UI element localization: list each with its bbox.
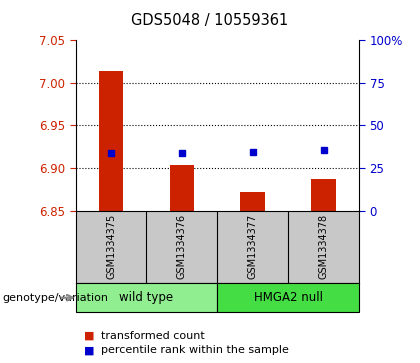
Bar [218, 283, 359, 312]
Bar [99, 72, 123, 211]
Text: ■: ■ [84, 331, 94, 341]
Text: transformed count: transformed count [101, 331, 205, 341]
Text: GSM1334377: GSM1334377 [248, 214, 258, 280]
Bar [240, 192, 265, 211]
Bar [170, 165, 194, 211]
Text: GDS5048 / 10559361: GDS5048 / 10559361 [131, 13, 289, 28]
Bar [76, 283, 218, 312]
Text: percentile rank within the sample: percentile rank within the sample [101, 345, 289, 355]
Text: GSM1334376: GSM1334376 [177, 214, 187, 280]
Text: ■: ■ [84, 345, 94, 355]
Text: wild type: wild type [119, 291, 173, 304]
Text: GSM1334378: GSM1334378 [319, 214, 329, 280]
Bar [311, 179, 336, 211]
Text: genotype/variation: genotype/variation [2, 293, 108, 303]
Text: GSM1334375: GSM1334375 [106, 214, 116, 280]
Text: HMGA2 null: HMGA2 null [254, 291, 323, 304]
